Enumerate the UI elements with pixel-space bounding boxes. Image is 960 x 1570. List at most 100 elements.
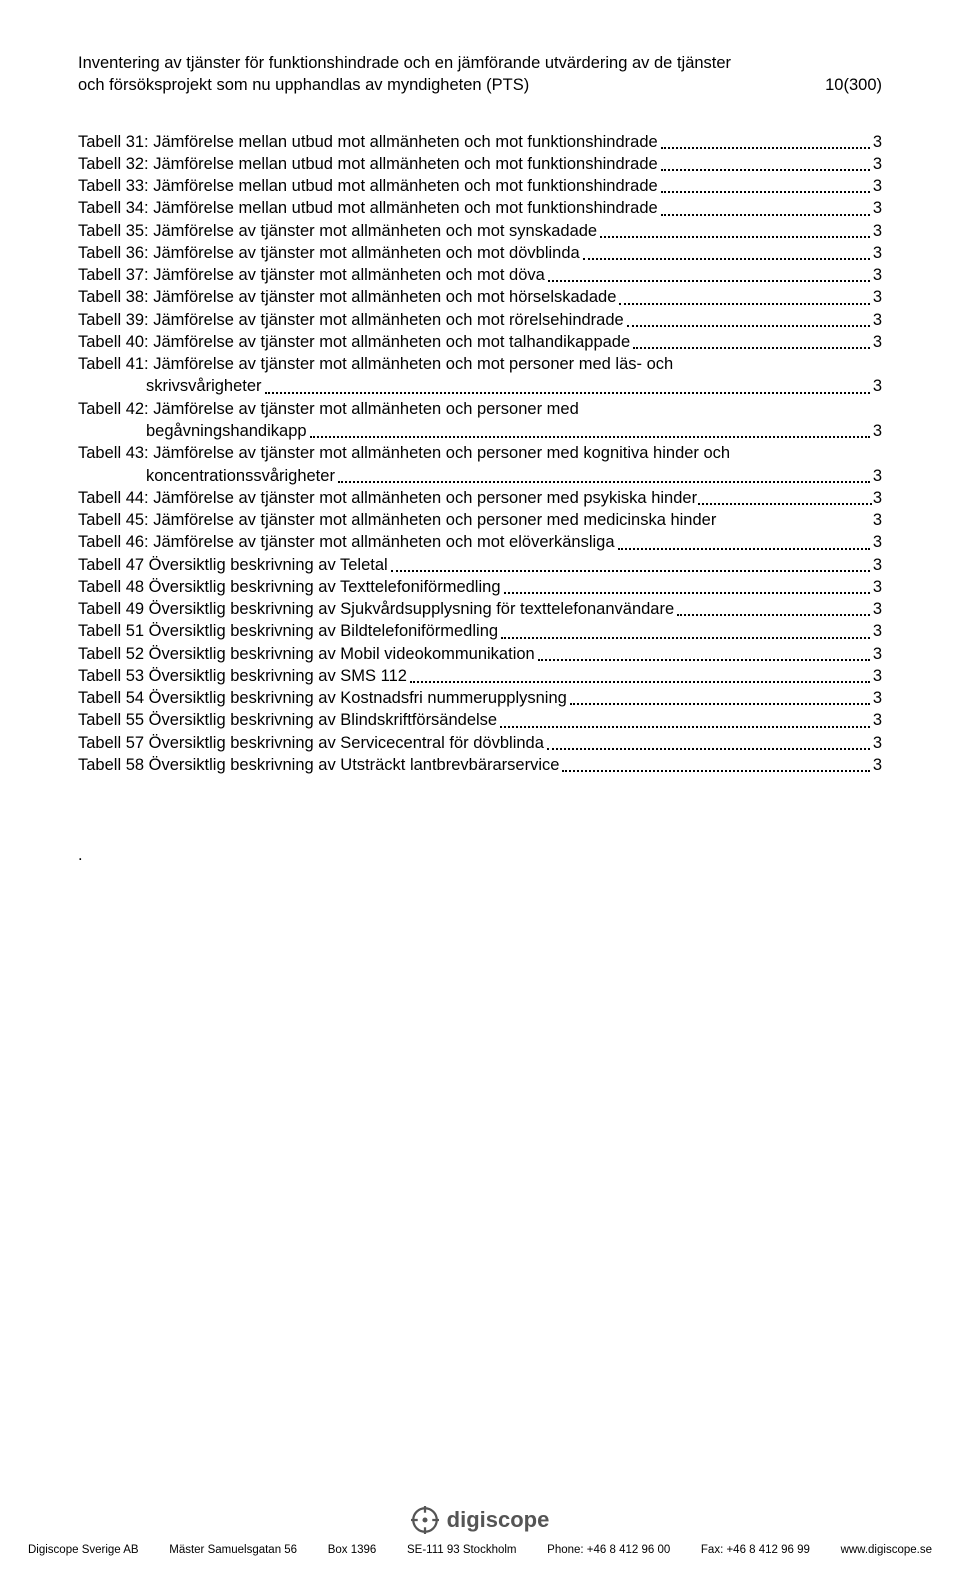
toc-leader-dots [538,659,870,661]
toc-entry: Tabell 31: Jämförelse mellan utbud mot a… [78,131,882,153]
toc-entry: Tabell 33: Jämförelse mellan utbud mot a… [78,175,882,197]
toc-label-line1: Tabell 43: Jämförelse av tjänster mot al… [78,442,882,464]
toc-leader-dots [661,169,870,171]
footer-info-item: Box 1396 [328,1544,377,1556]
toc-label: Tabell 40: Jämförelse av tjänster mot al… [78,331,630,353]
toc-page-number: 3 [873,309,882,331]
toc-leader-dots [661,147,870,149]
toc-leader-dots [338,481,870,483]
toc-entry: Tabell 47 Översiktlig beskrivning av Tel… [78,554,882,576]
footer-info-item: Fax: +46 8 412 96 99 [701,1544,810,1556]
toc-entry: Tabell 45: Jämförelse av tjänster mot al… [78,509,882,531]
toc-label: Tabell 32: Jämförelse mellan utbud mot a… [78,153,658,175]
toc-leader-dots [500,726,870,728]
toc-leader-dots [504,592,870,594]
toc-page-number: 3 [873,220,882,242]
toc-label: Tabell 58 Översiktlig beskrivning av Uts… [78,754,559,776]
toc-leader-dots [627,325,870,327]
toc-label-line2: koncentrationssvårigheter [146,465,335,487]
footer-info-item: Mäster Samuelsgatan 56 [169,1544,297,1556]
toc-page-number: 3 [873,465,882,487]
toc-leader-dots [698,503,872,505]
toc-entry: Tabell 42: Jämförelse av tjänster mot al… [78,398,882,443]
page-footer: digiscope Digiscope Sverige AB Mäster Sam… [0,1506,960,1556]
toc-entry: Tabell 49 Översiktlig beskrivning av Sju… [78,598,882,620]
toc-line2-row: koncentrationssvårigheter 3 [78,465,882,487]
footer-info-item: Digiscope Sverige AB [28,1544,139,1556]
header-title-line2: och försöksprojekt som nu upphandlas av … [78,74,529,96]
toc-label: Tabell 45: Jämförelse av tjänster mot al… [78,509,716,531]
toc-label-line2: begåvningshandikapp [146,420,307,442]
toc-leader-dots [600,236,870,238]
toc-entry: Tabell 37: Jämförelse av tjänster mot al… [78,264,882,286]
toc-entry: Tabell 55 Översiktlig beskrivning av Bli… [78,709,882,731]
toc-label: Tabell 51 Översiktlig beskrivning av Bil… [78,620,498,642]
logo-icon [411,1506,439,1534]
header-title-line2-row: och försöksprojekt som nu upphandlas av … [78,74,882,96]
toc-page-number: 3 [873,687,882,709]
toc-page-number: 3 [873,531,882,553]
brand-name: digiscope [447,1507,550,1533]
toc-label: Tabell 54 Översiktlig beskrivning av Kos… [78,687,567,709]
toc-page-number: 3 [873,554,882,576]
toc-label-line2: skrivsvårigheter [146,375,262,397]
toc-page-number: 3 [873,197,882,219]
toc-leader-dots [548,280,870,282]
toc-label: Tabell 57 Översiktlig beskrivning av Ser… [78,732,544,754]
toc-page-number: 3 [873,576,882,598]
toc-label: Tabell 52 Översiktlig beskrivning av Mob… [78,643,535,665]
toc-entry: Tabell 46: Jämförelse av tjänster mot al… [78,531,882,553]
toc-leader-dots [619,303,869,305]
toc-leader-dots [570,703,870,705]
table-of-contents: Tabell 31: Jämförelse mellan utbud mot a… [78,131,882,777]
toc-leader-dots [661,191,870,193]
toc-page-number: 3 [873,487,882,509]
document-page: Inventering av tjänster för funktionshin… [0,0,960,1570]
toc-label: Tabell 33: Jämförelse mellan utbud mot a… [78,175,658,197]
toc-entry: Tabell 36: Jämförelse av tjänster mot al… [78,242,882,264]
toc-leader-dots [583,258,870,260]
toc-label: Tabell 44: Jämförelse av tjänster mot al… [78,487,697,509]
toc-page-number: 3 [873,264,882,286]
toc-leader-dots [547,748,870,750]
toc-entry: Tabell 52 Översiktlig beskrivning av Mob… [78,643,882,665]
toc-page-number: 3 [873,732,882,754]
toc-page-number: 3 [873,509,882,531]
toc-entry: Tabell 44: Jämförelse av tjänster mot al… [78,487,882,509]
brand-logo: digiscope [411,1506,550,1534]
toc-entry: Tabell 58 Översiktlig beskrivning av Uts… [78,754,882,776]
toc-page-number: 3 [873,242,882,264]
toc-label: Tabell 38: Jämförelse av tjänster mot al… [78,286,616,308]
toc-label: Tabell 31: Jämförelse mellan utbud mot a… [78,131,658,153]
toc-leader-dots [618,548,870,550]
toc-label: Tabell 48 Översiktlig beskrivning av Tex… [78,576,501,598]
footer-info-item: Phone: +46 8 412 96 00 [547,1544,670,1556]
toc-label: Tabell 36: Jämförelse av tjänster mot al… [78,242,580,264]
toc-leader-dots [562,770,869,772]
trailing-dot: . [78,846,882,865]
toc-entry: Tabell 39: Jämförelse av tjänster mot al… [78,309,882,331]
page-header: Inventering av tjänster för funktionshin… [78,52,882,97]
toc-leader-dots [633,347,870,349]
toc-label: Tabell 47 Översiktlig beskrivning av Tel… [78,554,388,576]
toc-leader-dots [265,392,870,394]
toc-entry: Tabell 54 Översiktlig beskrivning av Kos… [78,687,882,709]
toc-page-number: 3 [873,153,882,175]
toc-page-number: 3 [873,620,882,642]
toc-leader-dots [661,214,870,216]
toc-label: Tabell 49 Översiktlig beskrivning av Sju… [78,598,674,620]
toc-entry: Tabell 43: Jämförelse av tjänster mot al… [78,442,882,487]
toc-entry: Tabell 41: Jämförelse av tjänster mot al… [78,353,882,398]
toc-line2-row: skrivsvårigheter3 [78,375,882,397]
footer-info-item: SE-111 93 Stockholm [407,1544,517,1556]
toc-label: Tabell 55 Översiktlig beskrivning av Bli… [78,709,497,731]
toc-page-number: 3 [873,286,882,308]
toc-page-number: 3 [873,131,882,153]
toc-label: Tabell 37: Jämförelse av tjänster mot al… [78,264,545,286]
toc-label: Tabell 39: Jämförelse av tjänster mot al… [78,309,624,331]
toc-label-line1: Tabell 41: Jämförelse av tjänster mot al… [78,353,882,375]
toc-page-number: 3 [873,643,882,665]
toc-page-number: 3 [873,331,882,353]
toc-entry: Tabell 38: Jämförelse av tjänster mot al… [78,286,882,308]
toc-entry: Tabell 40: Jämförelse av tjänster mot al… [78,331,882,353]
